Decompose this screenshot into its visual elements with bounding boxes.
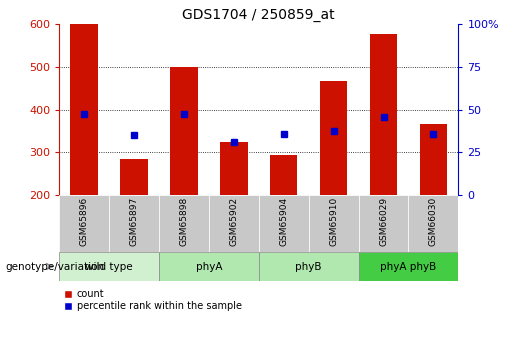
Bar	[59, 195, 109, 252]
Bar	[121, 159, 148, 195]
Bar	[270, 155, 298, 195]
Text: genotype/variation: genotype/variation	[5, 262, 104, 272]
Bar	[59, 252, 159, 281]
Legend: count, percentile rank within the sample: count, percentile rank within the sample	[64, 289, 242, 312]
Text: GSM65910: GSM65910	[329, 197, 338, 246]
Text: GSM66029: GSM66029	[379, 197, 388, 246]
Bar	[358, 195, 408, 252]
Text: phyB: phyB	[296, 262, 322, 272]
Text: phyA phyB: phyA phyB	[381, 262, 437, 272]
Bar	[420, 125, 447, 195]
Bar	[370, 33, 397, 195]
Text: GSM65898: GSM65898	[179, 197, 188, 246]
Title: GDS1704 / 250859_at: GDS1704 / 250859_at	[182, 8, 335, 22]
Bar	[209, 195, 259, 252]
Bar	[71, 24, 98, 195]
Text: GSM65904: GSM65904	[279, 197, 288, 246]
Bar	[259, 195, 308, 252]
Bar	[308, 195, 358, 252]
Bar	[358, 252, 458, 281]
Bar	[159, 252, 259, 281]
Bar	[259, 252, 358, 281]
Text: GSM65897: GSM65897	[130, 197, 139, 246]
Text: wild type: wild type	[85, 262, 133, 272]
Bar	[408, 195, 458, 252]
Bar	[159, 195, 209, 252]
Text: phyA: phyA	[196, 262, 222, 272]
Text: GSM66030: GSM66030	[429, 197, 438, 246]
Text: GSM65902: GSM65902	[229, 197, 238, 246]
Bar	[220, 141, 248, 195]
Bar	[320, 81, 347, 195]
Bar	[109, 195, 159, 252]
Bar	[170, 67, 198, 195]
Text: GSM65896: GSM65896	[80, 197, 89, 246]
